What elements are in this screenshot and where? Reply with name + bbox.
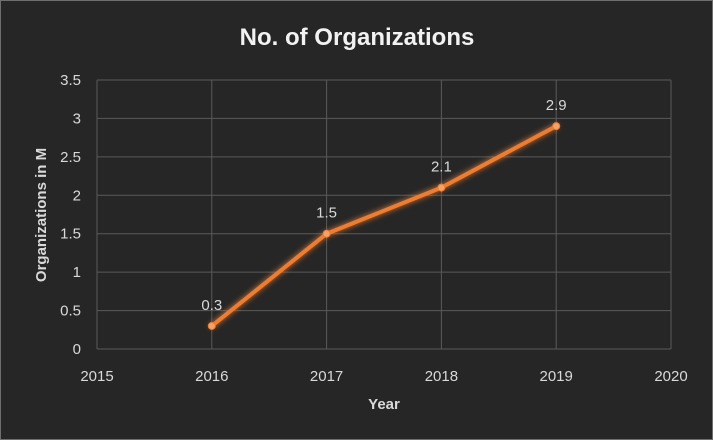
y-tick-label: 1 bbox=[73, 264, 81, 281]
data-labels: 0.3 1.5 2.1 2.9 bbox=[201, 97, 566, 314]
data-point bbox=[437, 183, 446, 192]
series-layer bbox=[207, 122, 561, 330]
y-axis-label: Organizations in M bbox=[33, 148, 50, 282]
y-tick-label: 3 bbox=[73, 110, 81, 127]
data-point bbox=[207, 321, 216, 330]
x-tick-label: 2017 bbox=[310, 368, 343, 385]
x-tick-label: 2018 bbox=[425, 368, 458, 385]
y-tick-label: 2 bbox=[73, 187, 81, 204]
y-tick-label: 0 bbox=[73, 341, 81, 358]
chart-title: No. of Organizations bbox=[240, 24, 475, 51]
x-axis-label: Year bbox=[368, 396, 400, 413]
x-tick-label: 2020 bbox=[654, 368, 687, 385]
x-tick-label: 2019 bbox=[540, 368, 573, 385]
y-axis-ticks: 0 0.5 1 1.5 2 2.5 3 3.5 bbox=[60, 72, 81, 358]
data-point bbox=[552, 122, 561, 131]
series-line-0 bbox=[209, 124, 559, 328]
data-point bbox=[322, 229, 331, 238]
y-tick-label: 2.5 bbox=[60, 149, 81, 166]
gridlines bbox=[96, 79, 672, 350]
data-label: 0.3 bbox=[201, 297, 222, 314]
y-tick-label: 1.5 bbox=[60, 226, 81, 243]
y-tick-label: 0.5 bbox=[60, 303, 81, 320]
data-label: 2.9 bbox=[546, 97, 567, 114]
x-tick-label: 2016 bbox=[195, 368, 228, 385]
data-label: 2.1 bbox=[431, 159, 452, 176]
data-label: 1.5 bbox=[316, 205, 337, 222]
y-tick-label: 3.5 bbox=[60, 72, 81, 89]
x-axis-ticks: 2015 2016 2017 2018 2019 2020 bbox=[80, 368, 687, 385]
x-tick-label: 2015 bbox=[80, 368, 113, 385]
